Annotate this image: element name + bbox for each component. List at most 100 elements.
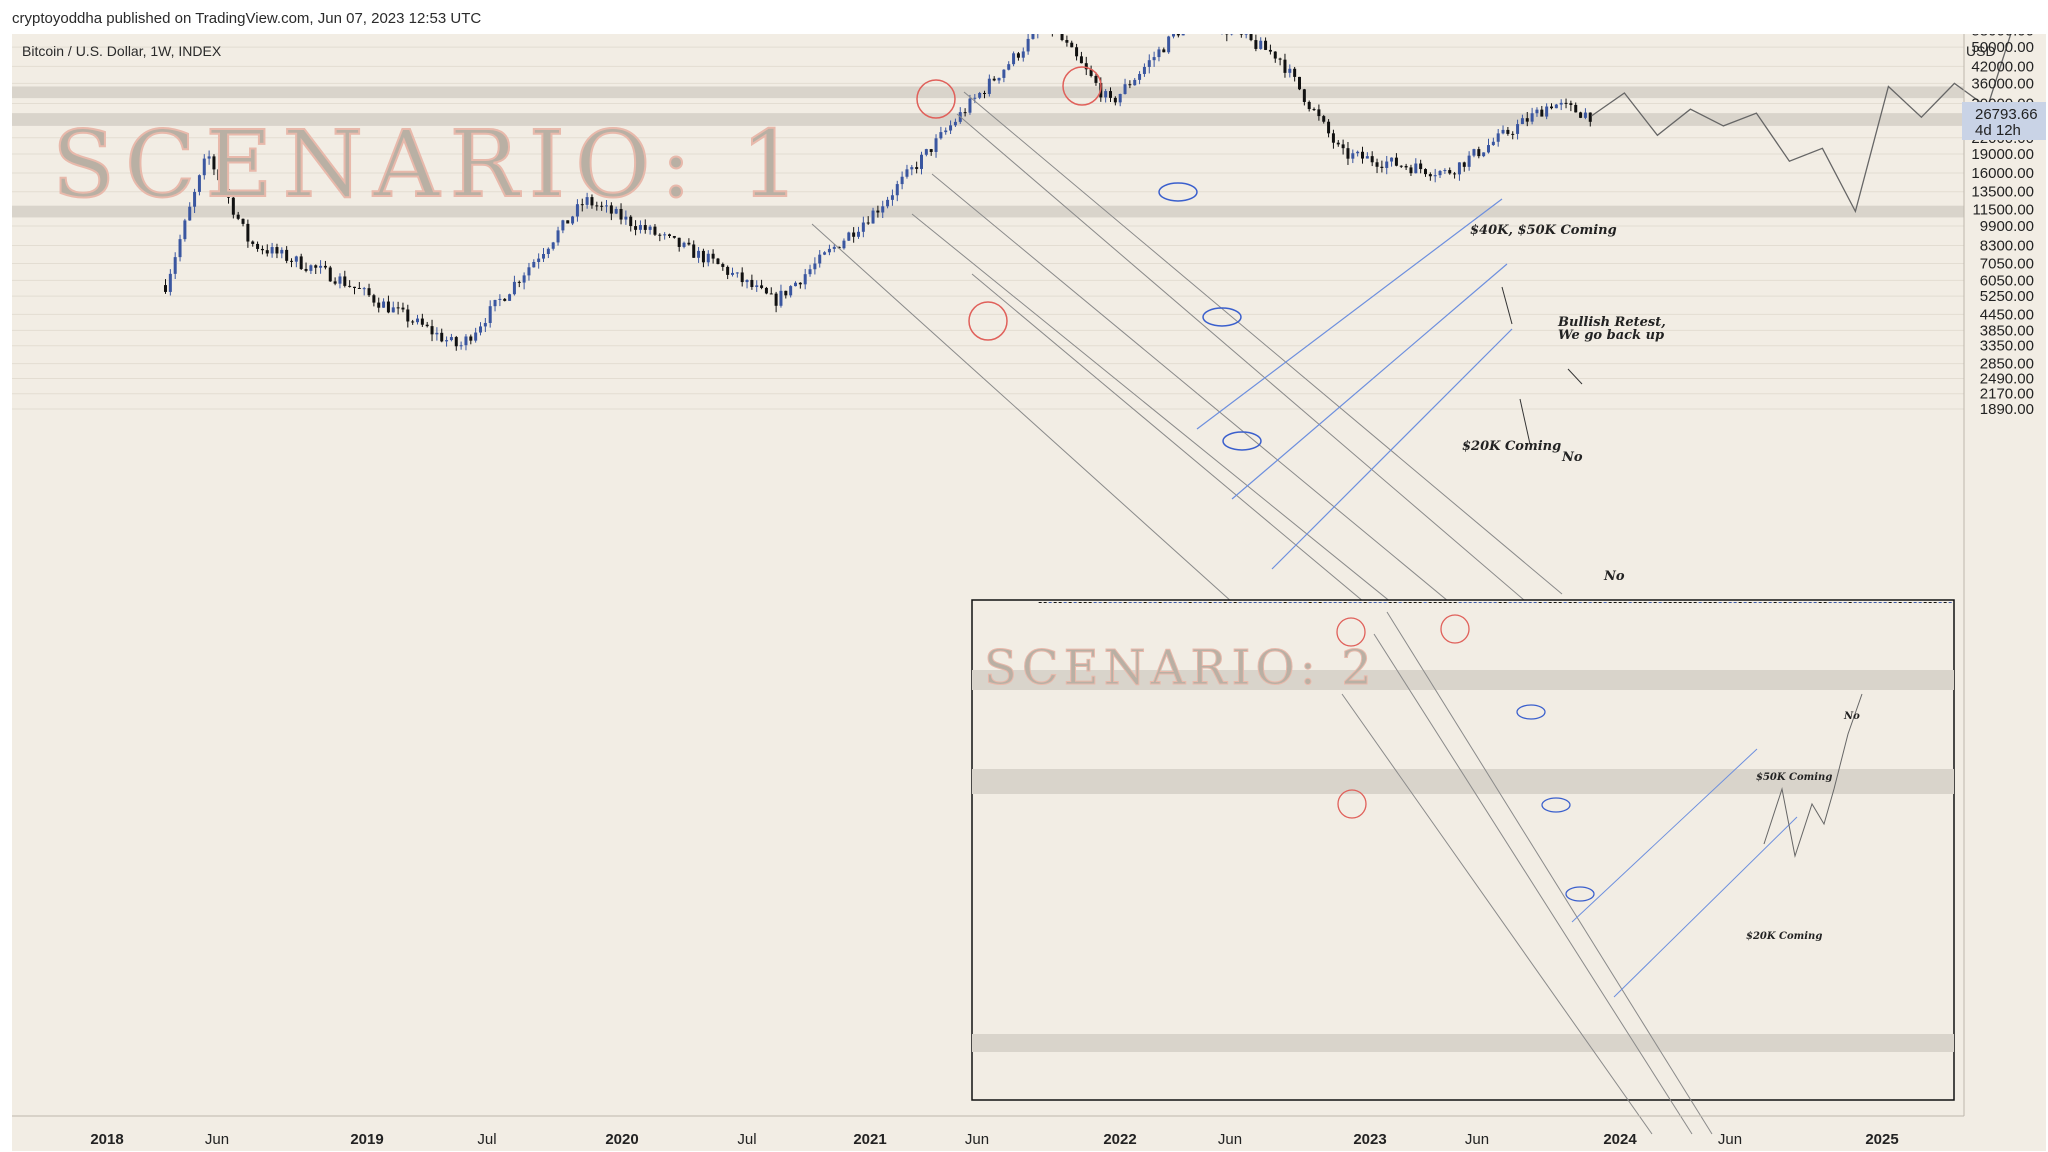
candle-body bbox=[1268, 49, 1272, 52]
candle-body bbox=[542, 254, 545, 259]
inset-candle-body bbox=[1358, 602, 1362, 603]
candle-body bbox=[522, 275, 526, 283]
candle-body bbox=[532, 261, 536, 268]
candle-body bbox=[285, 249, 289, 261]
inset-candle-body bbox=[1258, 602, 1262, 603]
inset-candle-body bbox=[1188, 602, 1192, 603]
candle-body bbox=[294, 256, 298, 262]
y-tick-label: 3850.00 bbox=[1980, 322, 2034, 339]
candle-body bbox=[319, 265, 323, 268]
annotation-40k-50k: $40K, $50K Coming bbox=[1470, 223, 1617, 238]
candle-body bbox=[1089, 69, 1093, 76]
inset-annotation-no: No bbox=[1843, 711, 1860, 722]
candle-body bbox=[934, 138, 938, 152]
inset-candle-body bbox=[1208, 602, 1212, 603]
inset-candle-body bbox=[1718, 602, 1722, 603]
candle-body bbox=[1516, 124, 1520, 134]
x-tick-label: Jun bbox=[1218, 1131, 1242, 1148]
candle-body bbox=[459, 345, 463, 347]
annotation-arrow bbox=[1519, 398, 1531, 445]
candle-body bbox=[256, 243, 260, 249]
candle-body bbox=[275, 247, 279, 254]
inset-candle-body bbox=[1893, 602, 1897, 603]
inset-ellipse-marker bbox=[1541, 797, 1571, 813]
candle-body bbox=[1409, 167, 1413, 174]
candle-body bbox=[280, 249, 284, 254]
candle-body bbox=[983, 92, 986, 94]
price-badge-countdown: 4d 12h bbox=[1975, 122, 2021, 139]
candle-body bbox=[1278, 58, 1282, 60]
candle-body bbox=[309, 265, 313, 271]
candle-body bbox=[1545, 106, 1549, 117]
y-tick-label: 9900.00 bbox=[1980, 218, 2034, 235]
candle-body bbox=[1443, 170, 1447, 172]
candle-body bbox=[866, 222, 870, 224]
candle-body bbox=[808, 269, 812, 275]
candle-body bbox=[469, 336, 473, 341]
inset-candle-body bbox=[1063, 602, 1067, 603]
inset-annotation-50k: $50K Coming bbox=[1756, 772, 1832, 783]
candle-body bbox=[1157, 49, 1161, 58]
main-candles bbox=[164, 34, 1592, 351]
candle-body bbox=[1390, 157, 1394, 162]
y-tick-label: 19000.00 bbox=[1971, 146, 2034, 163]
candle-body bbox=[464, 336, 468, 346]
candle-body bbox=[1307, 101, 1311, 110]
inset-candle-body bbox=[1813, 602, 1817, 603]
annotation-arrow bbox=[1567, 368, 1583, 385]
inset-candle-body bbox=[1428, 602, 1432, 603]
candle-body bbox=[1298, 76, 1301, 90]
candle-body bbox=[1031, 34, 1035, 39]
inset-candle-body bbox=[1563, 602, 1567, 603]
inset-candle-body bbox=[1168, 602, 1172, 603]
candle-body bbox=[1065, 40, 1069, 43]
candle-body bbox=[1341, 144, 1345, 149]
candle-body bbox=[357, 287, 361, 289]
candle-body bbox=[517, 281, 521, 283]
inset-candle-body bbox=[1753, 602, 1757, 603]
inset-candle-body bbox=[1673, 602, 1677, 603]
inset-candle-body bbox=[1303, 602, 1307, 603]
candle-body bbox=[1496, 133, 1500, 142]
inset-candle-body bbox=[1228, 602, 1232, 603]
candle-body bbox=[638, 225, 642, 230]
candle-body bbox=[614, 208, 618, 214]
candle-body bbox=[905, 169, 909, 177]
candle-body bbox=[299, 256, 303, 269]
candle-body bbox=[440, 332, 444, 342]
scenario-2-title: SCENARIO: 2 bbox=[984, 640, 1377, 696]
chart-frame[interactable]: $40K, $50K Coming Bullish Retest, We go ba… bbox=[12, 34, 2046, 1151]
inset-candle-body bbox=[1203, 602, 1207, 603]
candle-body bbox=[750, 279, 754, 288]
candle-body bbox=[168, 273, 172, 292]
chart-svg[interactable]: $40K, $50K Coming Bullish Retest,We go ba… bbox=[12, 34, 2046, 1151]
inset-candle-body bbox=[1908, 602, 1912, 603]
inset-candle-body bbox=[1523, 602, 1527, 603]
inset-candle-body bbox=[1628, 602, 1632, 603]
inset-candle-body bbox=[1783, 602, 1787, 603]
inset-candle-body bbox=[1078, 602, 1082, 603]
ascending-channel-line bbox=[1196, 198, 1503, 430]
inset-candle-body bbox=[1663, 602, 1667, 603]
descending-trendline bbox=[956, 113, 1553, 625]
candle-body bbox=[1472, 149, 1476, 156]
inset-circle-marker bbox=[1337, 789, 1367, 819]
candle-body bbox=[915, 167, 919, 169]
candle-body bbox=[634, 226, 638, 230]
inset-ellipse-marker bbox=[1565, 886, 1595, 902]
candle-body bbox=[1239, 34, 1243, 35]
candle-body bbox=[343, 276, 347, 286]
inset-candle-body bbox=[1293, 602, 1297, 603]
inset-candle-body bbox=[1403, 602, 1407, 603]
inset-candle-body bbox=[1233, 602, 1237, 603]
candle-body bbox=[1540, 109, 1544, 117]
candle-body bbox=[1477, 149, 1481, 157]
inset-candle-body bbox=[1088, 602, 1092, 603]
inset-candle-body bbox=[1093, 602, 1097, 603]
descending-trendline bbox=[963, 91, 1563, 595]
candle-body bbox=[900, 176, 904, 185]
candle-body bbox=[1453, 173, 1457, 175]
candle-body bbox=[338, 276, 342, 284]
inset-candle-body bbox=[1198, 602, 1202, 603]
candle-body bbox=[537, 258, 541, 262]
